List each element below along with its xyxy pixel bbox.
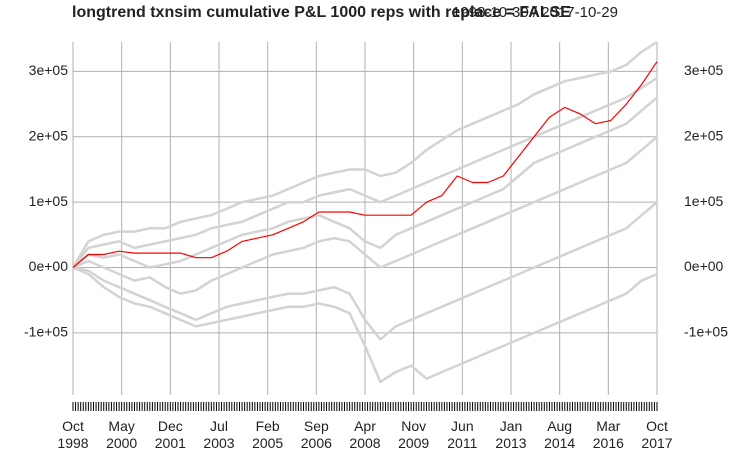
x-tick-label: Jul 2003 [203, 418, 235, 451]
y-tick-label: 2e+05 [29, 127, 69, 143]
x-tick-label: Jan 2013 [495, 418, 527, 451]
x-tick-label: Sep 2006 [300, 418, 332, 451]
x-tick-label: Feb 2005 [252, 418, 284, 451]
y-tick-label: 3e+05 [29, 62, 69, 78]
x-tick-label: Oct 1998 [57, 418, 89, 451]
y-tick-label-right: 0e+00 [684, 258, 724, 274]
series-line [72, 76, 658, 269]
x-tick-label: Jun 2011 [447, 418, 478, 451]
series-line [72, 61, 658, 268]
chart-title: longtrend txnsim cumulative P&L 1000 rep… [72, 4, 571, 21]
x-tick-label: Mar 2016 [592, 418, 624, 451]
x-tick-label: Nov 2009 [398, 418, 430, 451]
x-tick-label: Apr 2008 [349, 418, 381, 451]
y-tick-label-right: 1e+05 [684, 193, 724, 209]
series-line [72, 266, 658, 384]
date-range: 1998-10-30 / 2017-10-29 [452, 4, 618, 21]
y-tick-label: 0e+00 [29, 258, 69, 274]
x-tick-label: Oct 2017 [641, 418, 673, 451]
series-line [72, 96, 658, 269]
y-tick-label: 1e+05 [29, 193, 69, 209]
y-tick-label: -1e+05 [24, 324, 68, 340]
series-line [72, 201, 658, 341]
x-tick-label: Aug 2014 [544, 418, 576, 451]
series-line [72, 135, 658, 295]
series-line [71, 40, 658, 269]
x-tick-label: May 2000 [106, 418, 138, 451]
x-tick-label: Dec 2001 [154, 418, 186, 451]
y-tick-label-right: 2e+05 [684, 127, 724, 143]
y-tick-label-right: 3e+05 [684, 62, 724, 78]
y-tick-label-right: -1e+05 [684, 324, 728, 340]
